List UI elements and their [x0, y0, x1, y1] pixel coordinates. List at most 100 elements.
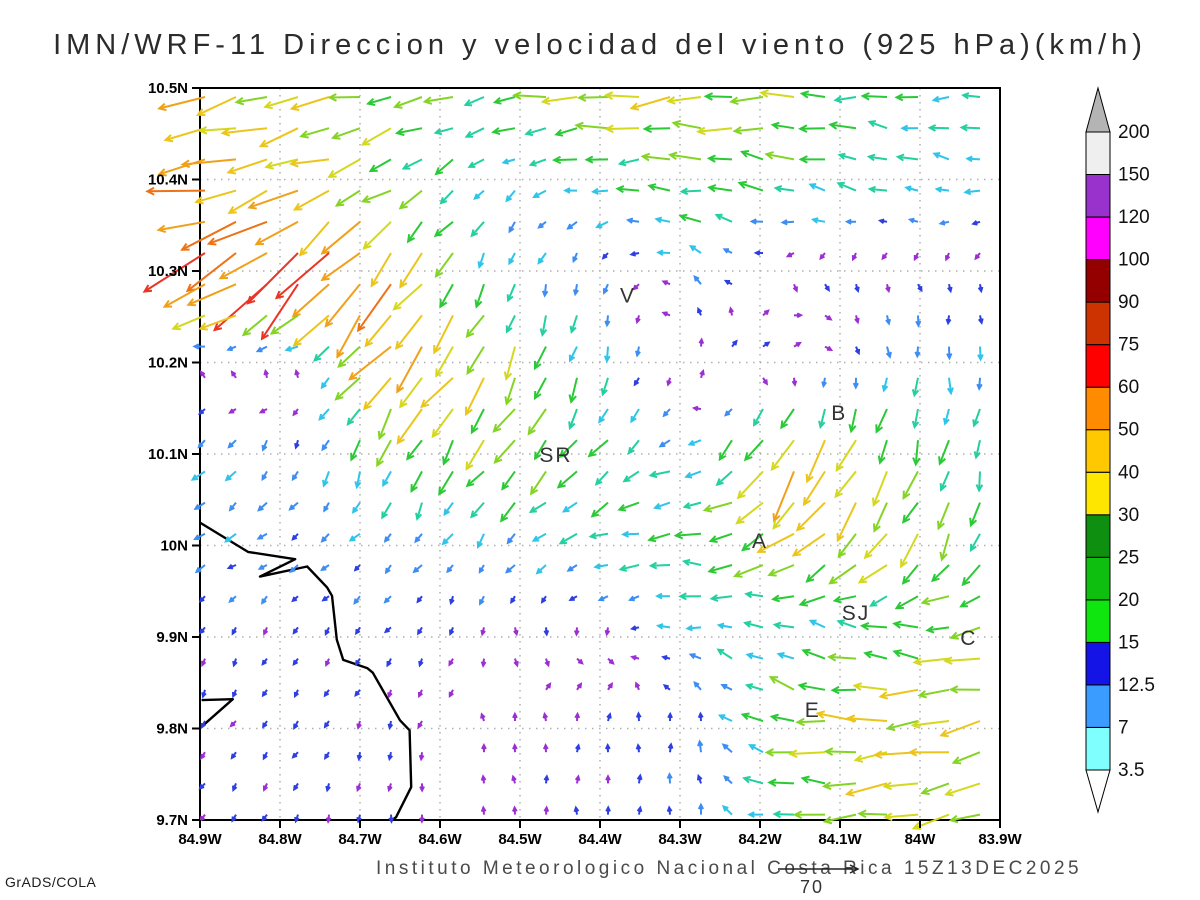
wind-arrow — [934, 152, 950, 161]
wind-arrow — [601, 377, 609, 395]
wind-arrowhead — [190, 474, 199, 481]
wind-arrowhead — [575, 743, 581, 750]
wind-arrowhead — [810, 217, 819, 224]
wind-arrow — [222, 127, 268, 135]
wind-arrow — [741, 150, 764, 161]
colorbar-segment — [1085, 556, 1111, 601]
wind-arrowhead — [419, 817, 425, 824]
wind-arrow — [709, 564, 733, 573]
wind-arrow — [940, 471, 950, 491]
wind-arrowhead — [337, 359, 347, 369]
wind-arrowhead — [823, 747, 834, 756]
wind-arrowhead — [722, 248, 730, 254]
wind-arrowhead — [572, 289, 580, 297]
wind-arrowhead — [558, 449, 568, 459]
y-tick-label: 10N — [160, 538, 188, 555]
wind-arrow — [771, 715, 795, 722]
wind-arrowhead — [289, 102, 300, 111]
wind-arrowhead — [162, 299, 173, 308]
wind-arrow — [970, 533, 981, 551]
wind-arrowhead — [851, 255, 858, 262]
wind-arrow — [336, 314, 361, 358]
wind-arrowhead — [291, 534, 298, 541]
wind-arrow — [623, 532, 640, 536]
wind-arrowhead — [157, 102, 167, 112]
wind-arrowhead — [770, 121, 780, 130]
wind-arrow — [505, 346, 516, 380]
wind-arrowhead — [764, 748, 774, 757]
wind-arrowhead — [354, 659, 361, 667]
wind-arrowhead — [945, 255, 951, 262]
colorbar-segment — [1085, 471, 1111, 516]
wind-arrowhead — [617, 504, 627, 512]
wind-arrowhead — [224, 536, 232, 543]
wind-arrowhead — [744, 683, 754, 691]
wind-arrowhead — [376, 457, 384, 468]
wind-arrowhead — [513, 629, 519, 637]
wind-arrowhead — [399, 279, 408, 289]
wind-arrowhead — [853, 754, 864, 763]
wind-arrowhead — [920, 597, 931, 606]
wind-arrow — [913, 408, 919, 428]
wind-arrow — [772, 501, 795, 529]
wind-arrowhead — [798, 598, 809, 607]
wind-arrowhead — [360, 195, 371, 204]
wind-arrow — [196, 189, 237, 203]
wind-arrowhead — [227, 442, 234, 449]
wind-arrow — [642, 155, 671, 161]
wind-arrowhead — [947, 286, 953, 294]
wind-arrowhead — [603, 355, 611, 364]
wind-arrowhead — [785, 252, 792, 258]
wind-arrow — [912, 720, 950, 727]
wind-arrowhead — [640, 152, 651, 162]
x-tick-label: 84.6W — [418, 831, 462, 848]
wind-arrow — [683, 560, 702, 566]
wind-arrowhead — [289, 566, 296, 574]
wind-arrowhead — [625, 217, 634, 224]
wind-arrowhead — [412, 566, 420, 574]
wind-arrowhead — [346, 417, 355, 426]
wind-arrowhead — [198, 596, 205, 603]
wind-arrowhead — [939, 551, 948, 562]
wind-arrowhead — [510, 597, 516, 605]
wind-arrowhead — [198, 409, 205, 416]
wind-arrowhead — [685, 624, 693, 632]
wind-arrowhead — [828, 576, 838, 585]
wind-arrow — [953, 751, 981, 764]
wind-arrowhead — [356, 785, 362, 793]
wind-arrowhead — [320, 565, 327, 572]
wind-arrowhead — [356, 754, 363, 762]
wind-arrow — [921, 782, 950, 795]
wind-arrow — [292, 283, 330, 317]
grads-credit: GrADS/COLA — [5, 874, 97, 890]
wind-arrowhead — [744, 591, 753, 599]
wind-arrowhead — [854, 317, 860, 325]
wind-arrowhead — [844, 218, 852, 225]
wind-arrow — [242, 314, 268, 336]
wind-arrow — [810, 619, 826, 629]
wind-arrowhead — [718, 452, 727, 462]
wind-arrowhead — [234, 96, 245, 106]
coastline — [200, 698, 235, 728]
wind-arrowhead — [932, 152, 941, 159]
wind-arrowhead — [228, 596, 235, 603]
wind-arrow — [718, 439, 733, 460]
wind-arrowhead — [857, 575, 868, 584]
wind-arrowhead — [902, 490, 911, 501]
wind-arrowhead — [478, 567, 485, 574]
wind-arrow — [869, 120, 888, 130]
wind-arrowhead — [261, 474, 267, 482]
wind-arrowhead — [873, 523, 881, 533]
wind-arrowhead — [501, 158, 509, 165]
wind-arrowhead — [394, 340, 404, 351]
wind-arrow — [669, 153, 702, 161]
wind-arrowhead — [387, 754, 393, 762]
wind-arrowhead — [944, 788, 954, 797]
wind-arrow — [978, 471, 981, 491]
wind-arrow — [172, 314, 206, 330]
wind-arrow — [800, 127, 826, 130]
wind-arrow — [799, 684, 826, 691]
wind-arrow — [468, 158, 485, 168]
wind-arrowhead — [508, 258, 515, 266]
wind-arrowhead — [667, 711, 673, 719]
